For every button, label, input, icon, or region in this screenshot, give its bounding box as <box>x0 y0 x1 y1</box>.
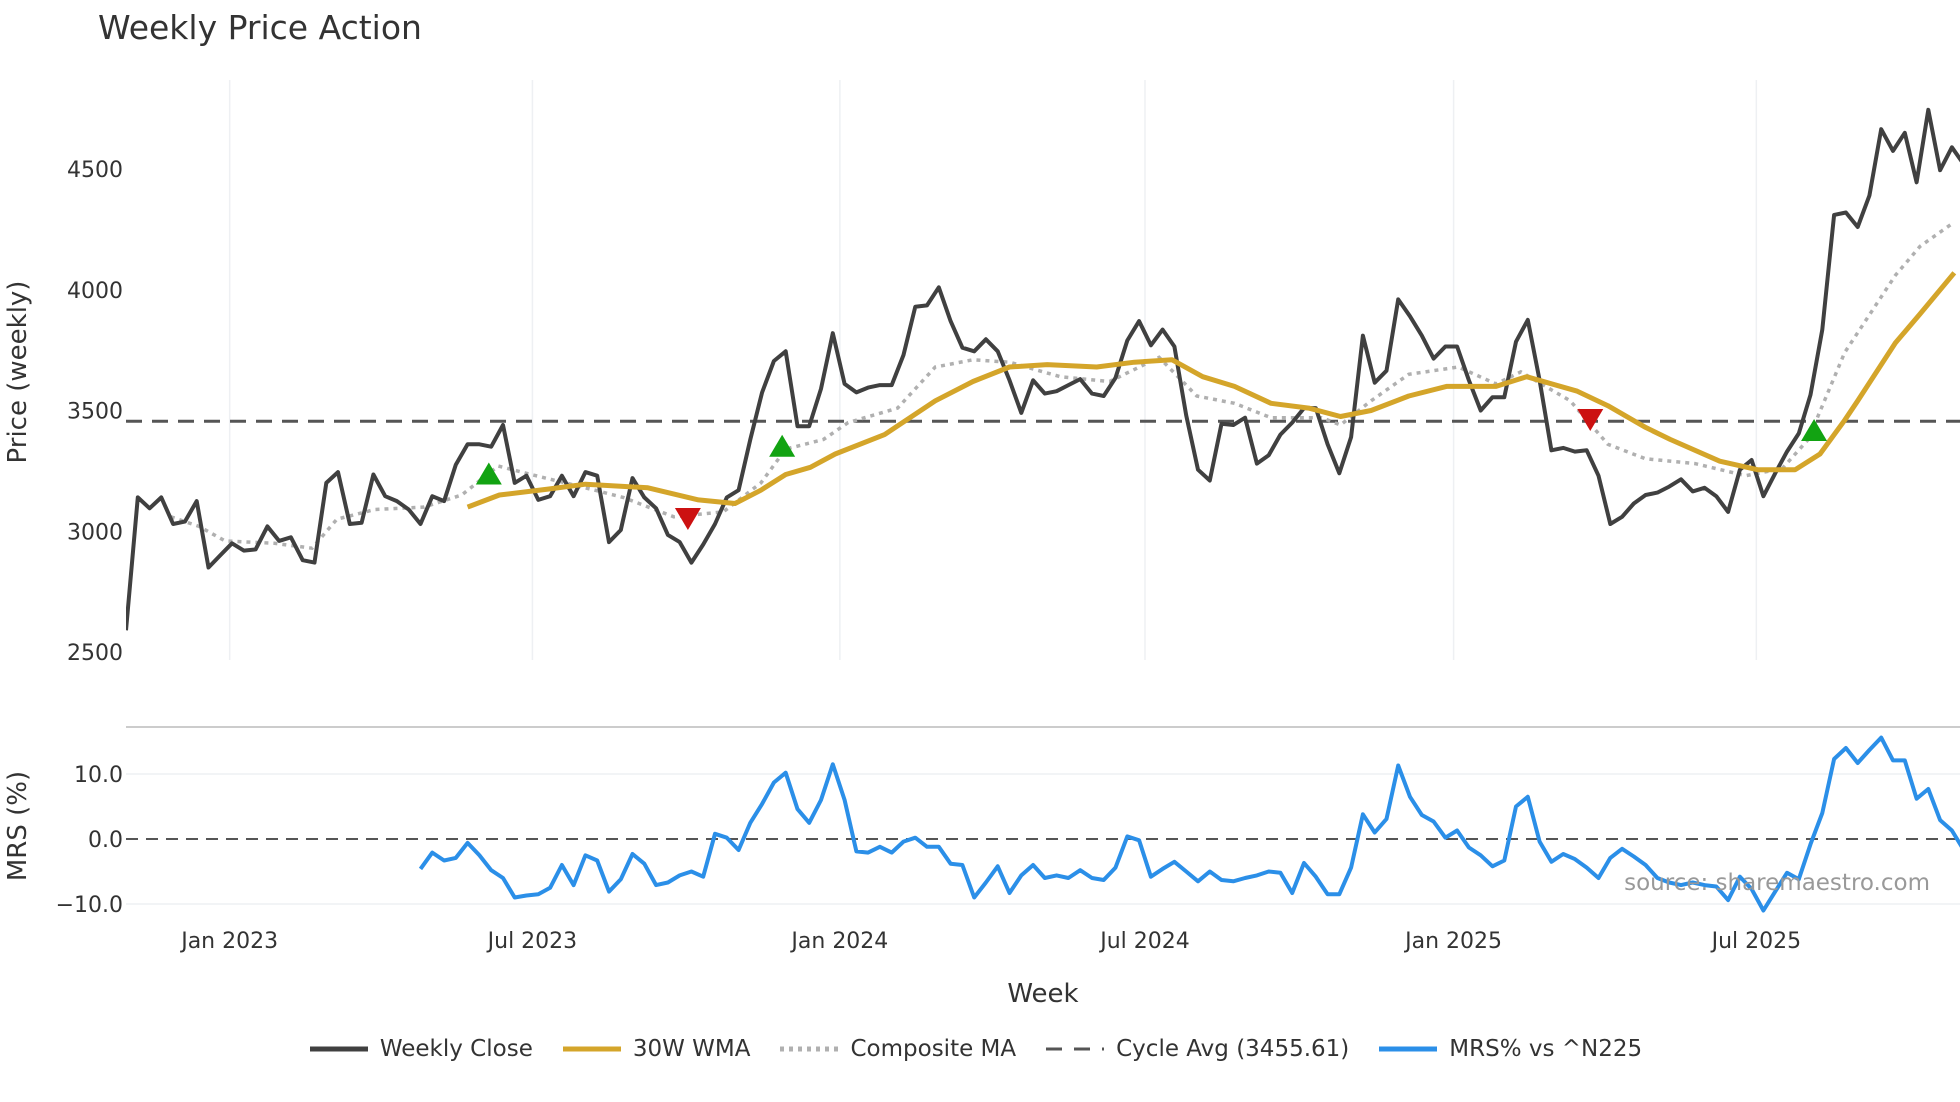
weekly-close-line <box>126 107 1960 631</box>
legend: Weekly Close 30W WMA Composite MA Cycle Avg… <box>0 1036 1960 1062</box>
x-tick-label: Jan 2025 <box>1403 929 1502 954</box>
x-tick-label: Jan 2024 <box>789 929 888 954</box>
legend-swatch-icon <box>562 1046 621 1052</box>
legend-item[interactable]: Cycle Avg (3455.61) <box>1046 1036 1349 1062</box>
legend-label: Cycle Avg (3455.61) <box>1116 1036 1350 1062</box>
legend-swatch-icon <box>309 1046 368 1052</box>
x-axis-title: Week <box>1007 979 1078 1009</box>
legend-item[interactable]: Composite MA <box>780 1036 1016 1062</box>
x-tick-label: Jul 2023 <box>486 929 578 954</box>
legend-item[interactable]: Weekly Close <box>309 1036 533 1062</box>
y-tick-label-mrs: 0.0 <box>88 828 123 853</box>
chart-title: Weekly Price Action <box>98 8 422 47</box>
sell-signal-marker <box>1577 408 1604 431</box>
y-tick-label-price: 4000 <box>67 279 123 304</box>
legend-label: 30W WMA <box>632 1036 751 1062</box>
y-tick-label-price: 3500 <box>67 400 123 425</box>
legend-label: MRS% vs ^N225 <box>1449 1036 1643 1062</box>
mrs-line <box>418 735 1960 913</box>
legend-item[interactable]: 30W WMA <box>562 1036 751 1062</box>
price-panel <box>126 107 1960 631</box>
sell-signal-marker <box>674 507 701 530</box>
legend-item[interactable]: MRS% vs ^N225 <box>1379 1036 1642 1062</box>
mrs-panel <box>418 735 1960 913</box>
wma-30w-line <box>466 271 1957 510</box>
legend-swatch-icon <box>1379 1046 1438 1052</box>
x-tick-label: Jul 2025 <box>1710 929 1802 954</box>
buy-signal-marker <box>475 462 502 485</box>
x-tick-label: Jan 2023 <box>179 929 278 954</box>
x-tick-label: Jul 2024 <box>1098 929 1190 954</box>
buy-signal-marker <box>769 434 796 457</box>
composite-ma-line <box>170 220 1956 551</box>
y-axis-title-mrs: MRS (%) <box>3 771 33 881</box>
legend-label: Weekly Close <box>379 1036 533 1062</box>
legend-label: Composite MA <box>850 1036 1017 1062</box>
y-tick-label-price: 2500 <box>67 641 123 666</box>
y-tick-label-price: 4500 <box>67 158 123 183</box>
buy-signal-marker <box>1801 419 1828 442</box>
source-label: source: sharemaestro.com <box>1624 870 1930 896</box>
legend-swatch-icon <box>1046 1047 1105 1051</box>
legend-swatch-icon <box>780 1046 839 1052</box>
y-tick-label-mrs: −10.0 <box>56 893 123 918</box>
chart-canvas: Jan 2023 Jul 2023 Jan 2024 Jul 2024 Jan 2025… <box>3 80 1960 1009</box>
y-tick-label-price: 3000 <box>67 520 123 545</box>
y-axis-title-price: Price (weekly) <box>3 281 33 464</box>
y-tick-label-mrs: 10.0 <box>74 763 123 788</box>
